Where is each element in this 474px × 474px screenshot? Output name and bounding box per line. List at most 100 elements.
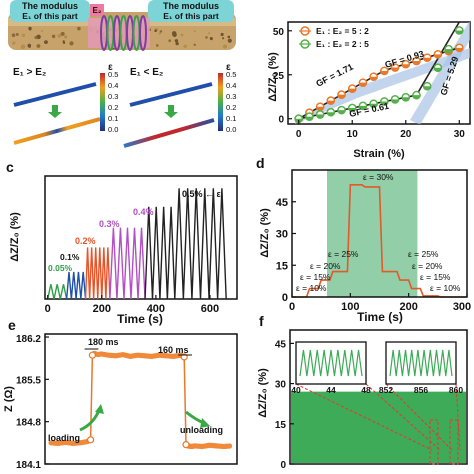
data-point-fill-series-1 xyxy=(423,57,431,62)
panel-d-ylabel: ΔZ/Z₀ (%) xyxy=(259,208,271,258)
colorbar-tick-label: 0.5 xyxy=(108,70,118,79)
legend-series-2: E₁ : E₂ = 2 : 5 xyxy=(316,39,369,49)
x-tick-label: 600 xyxy=(201,303,219,315)
texture-dot xyxy=(69,41,74,46)
texture-dot xyxy=(208,32,211,35)
inset-left-tick-label: 48 xyxy=(361,385,371,395)
panel-letter-e: e xyxy=(8,317,16,333)
data-point-fill-series-1 xyxy=(391,67,399,72)
bubble-left-title: The modulus xyxy=(22,1,78,11)
x-tick-label: 30 xyxy=(454,129,466,140)
data-point-fill-series-1 xyxy=(348,88,356,93)
eps-label-2: ε xyxy=(226,62,231,73)
annotation-amp-005: 0.05% xyxy=(48,263,73,273)
texture-dot xyxy=(154,29,157,33)
panel-e-chart: e 184.1 184.8 185.5 186.2 Z (Ω) 180 ms 160 … xyxy=(3,317,238,471)
inset-right-tick-label: 856 xyxy=(414,385,428,395)
colorbar-tick-label: 0.2 xyxy=(226,103,236,112)
zoom-guide xyxy=(365,383,441,451)
data-point-fill-series-2 xyxy=(380,101,388,106)
zoom-guide xyxy=(295,383,433,451)
annotation-unloading: unloading xyxy=(180,425,223,435)
transition-marker xyxy=(182,441,190,449)
texture-dot xyxy=(168,39,172,43)
colorbar-tick-label: 0.1 xyxy=(108,114,118,123)
arrow-head-loading-icon xyxy=(95,404,104,414)
panel-e-frame xyxy=(44,333,238,465)
x-tick-label: 10 xyxy=(347,129,359,140)
texture-dot xyxy=(11,33,16,37)
y-tick-label: 186.2 xyxy=(16,334,41,345)
texture-dot xyxy=(41,30,44,33)
texture-dot xyxy=(209,37,213,41)
panel-letter-f: f xyxy=(259,313,264,329)
panel-e-ylabel: Z (Ω) xyxy=(3,386,15,412)
panel-d-xlabel: Time (s) xyxy=(357,310,403,324)
panel-letter-d: d xyxy=(256,155,265,171)
annotation-gf-061: GF = 0.61 xyxy=(348,101,389,119)
colorbar-tick-label: 0.1 xyxy=(226,114,236,123)
panel-b-ylabel: ΔZ/Z₀ (%) xyxy=(267,52,279,102)
bar-stretched-1 xyxy=(13,117,101,145)
colorbar-tick-label: 0.5 xyxy=(226,70,236,79)
x-tick-label: 400 xyxy=(147,303,165,315)
annotation-eps-25b: ε = 25% xyxy=(408,249,439,259)
data-point-fill-series-2 xyxy=(402,97,410,101)
texture-dot xyxy=(21,33,25,37)
transition-marker xyxy=(88,351,97,359)
panel-b-frame xyxy=(287,21,471,125)
texture-dot xyxy=(44,40,48,45)
data-point-fill-series-2 xyxy=(444,49,453,53)
inset-right-signal xyxy=(389,349,453,377)
data-point-fill-series-2 xyxy=(434,67,442,72)
texture-dot xyxy=(180,33,184,37)
x-tick-label: 200 xyxy=(93,303,111,315)
zoom-region-right xyxy=(449,419,459,465)
colorbar-tick-label: 0.4 xyxy=(108,81,118,90)
case-stiff-label: E₁ > E₂ xyxy=(13,67,46,78)
x-tick-label: 0 xyxy=(45,303,51,315)
coil-loop xyxy=(139,15,147,51)
inset-left-tick-label: 44 xyxy=(326,385,336,395)
arrow-head-unloading-icon xyxy=(200,418,210,428)
y-tick-label: 184.8 xyxy=(16,418,41,429)
texture-dot xyxy=(172,32,177,37)
data-point-fill-series-1 xyxy=(455,47,463,52)
data-point-fill-series-1 xyxy=(316,106,324,111)
panel-b-xlabel: Strain (%) xyxy=(353,148,405,160)
y-tick-label: 30 xyxy=(275,380,287,391)
y-tick-label: 0 xyxy=(282,292,288,304)
bubble-right-title: The modulus xyxy=(163,1,219,11)
case-soft-label: E₁ < E₂ xyxy=(130,67,163,78)
y-tick-label: 45 xyxy=(275,339,287,350)
texture-dot xyxy=(193,30,196,33)
texture-dot xyxy=(175,41,179,46)
annotation-gf-171: GF = 1.71 xyxy=(314,62,354,89)
bubble-left-subtitle: E₁ of this part xyxy=(22,11,78,21)
annotation-eps-15a: ε = 15% xyxy=(300,272,331,282)
x-tick-label: 0 xyxy=(289,301,295,313)
colorbar-tick-label: 0.0 xyxy=(226,125,236,134)
texture-dot xyxy=(36,44,41,48)
zoom-guide xyxy=(455,383,461,451)
annotation-eps-25a: ε = 25% xyxy=(328,249,359,259)
series-line-0.3% xyxy=(109,227,146,300)
colorbar-2 xyxy=(218,73,223,131)
y-tick-label: 0 xyxy=(278,115,284,126)
zoom-guide xyxy=(385,383,453,451)
x-tick-label: 20 xyxy=(400,129,412,140)
texture-dot xyxy=(15,33,19,36)
texture-dot xyxy=(62,41,66,45)
texture-dot xyxy=(57,33,62,38)
annotation-loading: loading xyxy=(48,433,80,443)
data-point-fill-series-1 xyxy=(337,94,346,99)
series-line-0.2% xyxy=(84,247,111,300)
inset-left-signal xyxy=(299,349,363,377)
colorbar-1 xyxy=(100,73,105,131)
texture-dot xyxy=(12,41,16,45)
annotation-160ms: 160 ms xyxy=(158,345,189,355)
panel-letter-c: c xyxy=(6,159,14,175)
x-tick-label: 0 xyxy=(296,129,302,140)
inset-left-frame xyxy=(295,341,367,385)
